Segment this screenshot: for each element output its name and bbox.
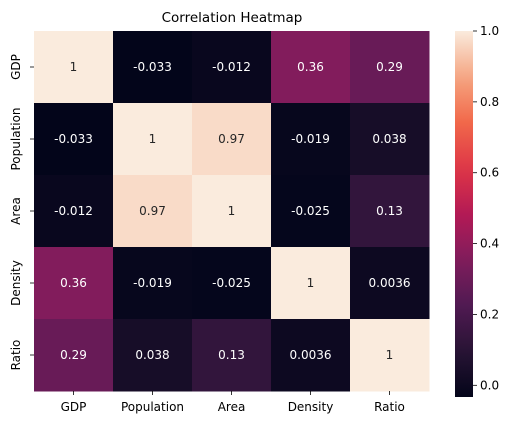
colorbar-tick-label: 0.6 [480,166,499,180]
x-tick-label: Population [121,400,184,414]
heatmap-cell [271,31,351,104]
cell-value-label: 0.97 [139,204,166,218]
heatmap-cell [271,175,351,248]
x-axis-ticks: GDP Population Area Density Ratio [61,391,405,414]
cell-value-label: 0.97 [218,132,245,146]
colorbar-tick-label: 0.0 [480,378,499,392]
cell-value-label: 1 [307,276,315,290]
heatmap-cell [350,319,430,392]
cell-value-label: 0.038 [372,132,406,146]
cell-value-label: -0.025 [212,276,251,290]
x-tick-label: Ratio [374,400,405,414]
heatmap-cell [192,319,272,392]
cell-value-label: -0.033 [133,60,172,74]
cell-value-label: 0.29 [376,60,403,74]
cell-value-label: 0.13 [218,348,245,362]
cell-value-label: 0.0036 [369,276,411,290]
heatmap-cell [34,175,114,248]
heatmap-cell [113,31,193,104]
heatmap-cells [34,31,430,392]
y-tick-label: Density [9,260,23,306]
heatmap-cell [192,31,272,104]
y-tick-label: GDP [9,54,23,80]
cell-value-label: 0.36 [297,60,324,74]
heatmap-cell [113,175,193,248]
cell-value-label: 0.038 [135,348,169,362]
colorbar-ticks: 0.0 0.2 0.4 0.6 0.8 1.0 [473,24,499,392]
chart-title: Correlation Heatmap [162,10,303,26]
cell-value-label: 0.0036 [290,348,332,362]
heatmap-cell-labels: 1 -0.033 -0.012 0.36 0.29 -0.033 1 0.97 -0.019 0.… [54,60,410,362]
cell-value-label: 1 [70,60,78,74]
heatmap-cell [34,319,114,392]
cell-value-label: 1 [386,348,394,362]
cell-value-label: -0.012 [54,204,93,218]
heatmap-cell [271,319,351,392]
colorbar-tick-label: 0.8 [480,95,499,109]
heatmap-cell [113,247,193,320]
x-tick-label: Area [218,400,246,414]
heatmap-cell [113,319,193,392]
cell-value-label: -0.033 [54,132,93,146]
heatmap-cell [192,175,272,248]
y-tick-label: Area [9,197,23,225]
colorbar-tick-label: 0.2 [480,307,499,321]
x-tick-label: GDP [61,400,87,414]
y-tick-label: Ratio [9,340,23,371]
cell-value-label: 0.36 [60,276,87,290]
heatmap-cell [192,103,272,176]
y-axis-ticks: GDP Population Area Density Ratio [9,54,34,370]
cell-value-label: -0.019 [133,276,172,290]
cell-value-label: 1 [149,132,157,146]
y-tick-label: Population [9,107,23,170]
heatmap-cell [271,247,351,320]
colorbar [455,31,473,397]
cell-value-label: 0.13 [376,204,403,218]
colorbar-tick-label: 1.0 [480,24,499,38]
colorbar-tick-label: 0.4 [480,237,499,251]
heatmap-cell [113,103,193,176]
cell-value-label: 0.29 [60,348,87,362]
cell-value-label: 1 [228,204,236,218]
heatmap-cell [34,103,114,176]
cell-value-label: -0.012 [212,60,251,74]
heatmap-cell [350,175,430,248]
cell-value-label: -0.019 [291,132,330,146]
cell-value-label: -0.025 [291,204,330,218]
x-tick-label: Density [288,400,334,414]
heatmap-cell [271,103,351,176]
heatmap-cell [192,247,272,320]
heatmap-cell [34,247,114,320]
heatmap-cell [34,31,114,104]
heatmap-cell [350,31,430,104]
heatmap-cell [350,247,430,320]
heatmap-cell [350,103,430,176]
